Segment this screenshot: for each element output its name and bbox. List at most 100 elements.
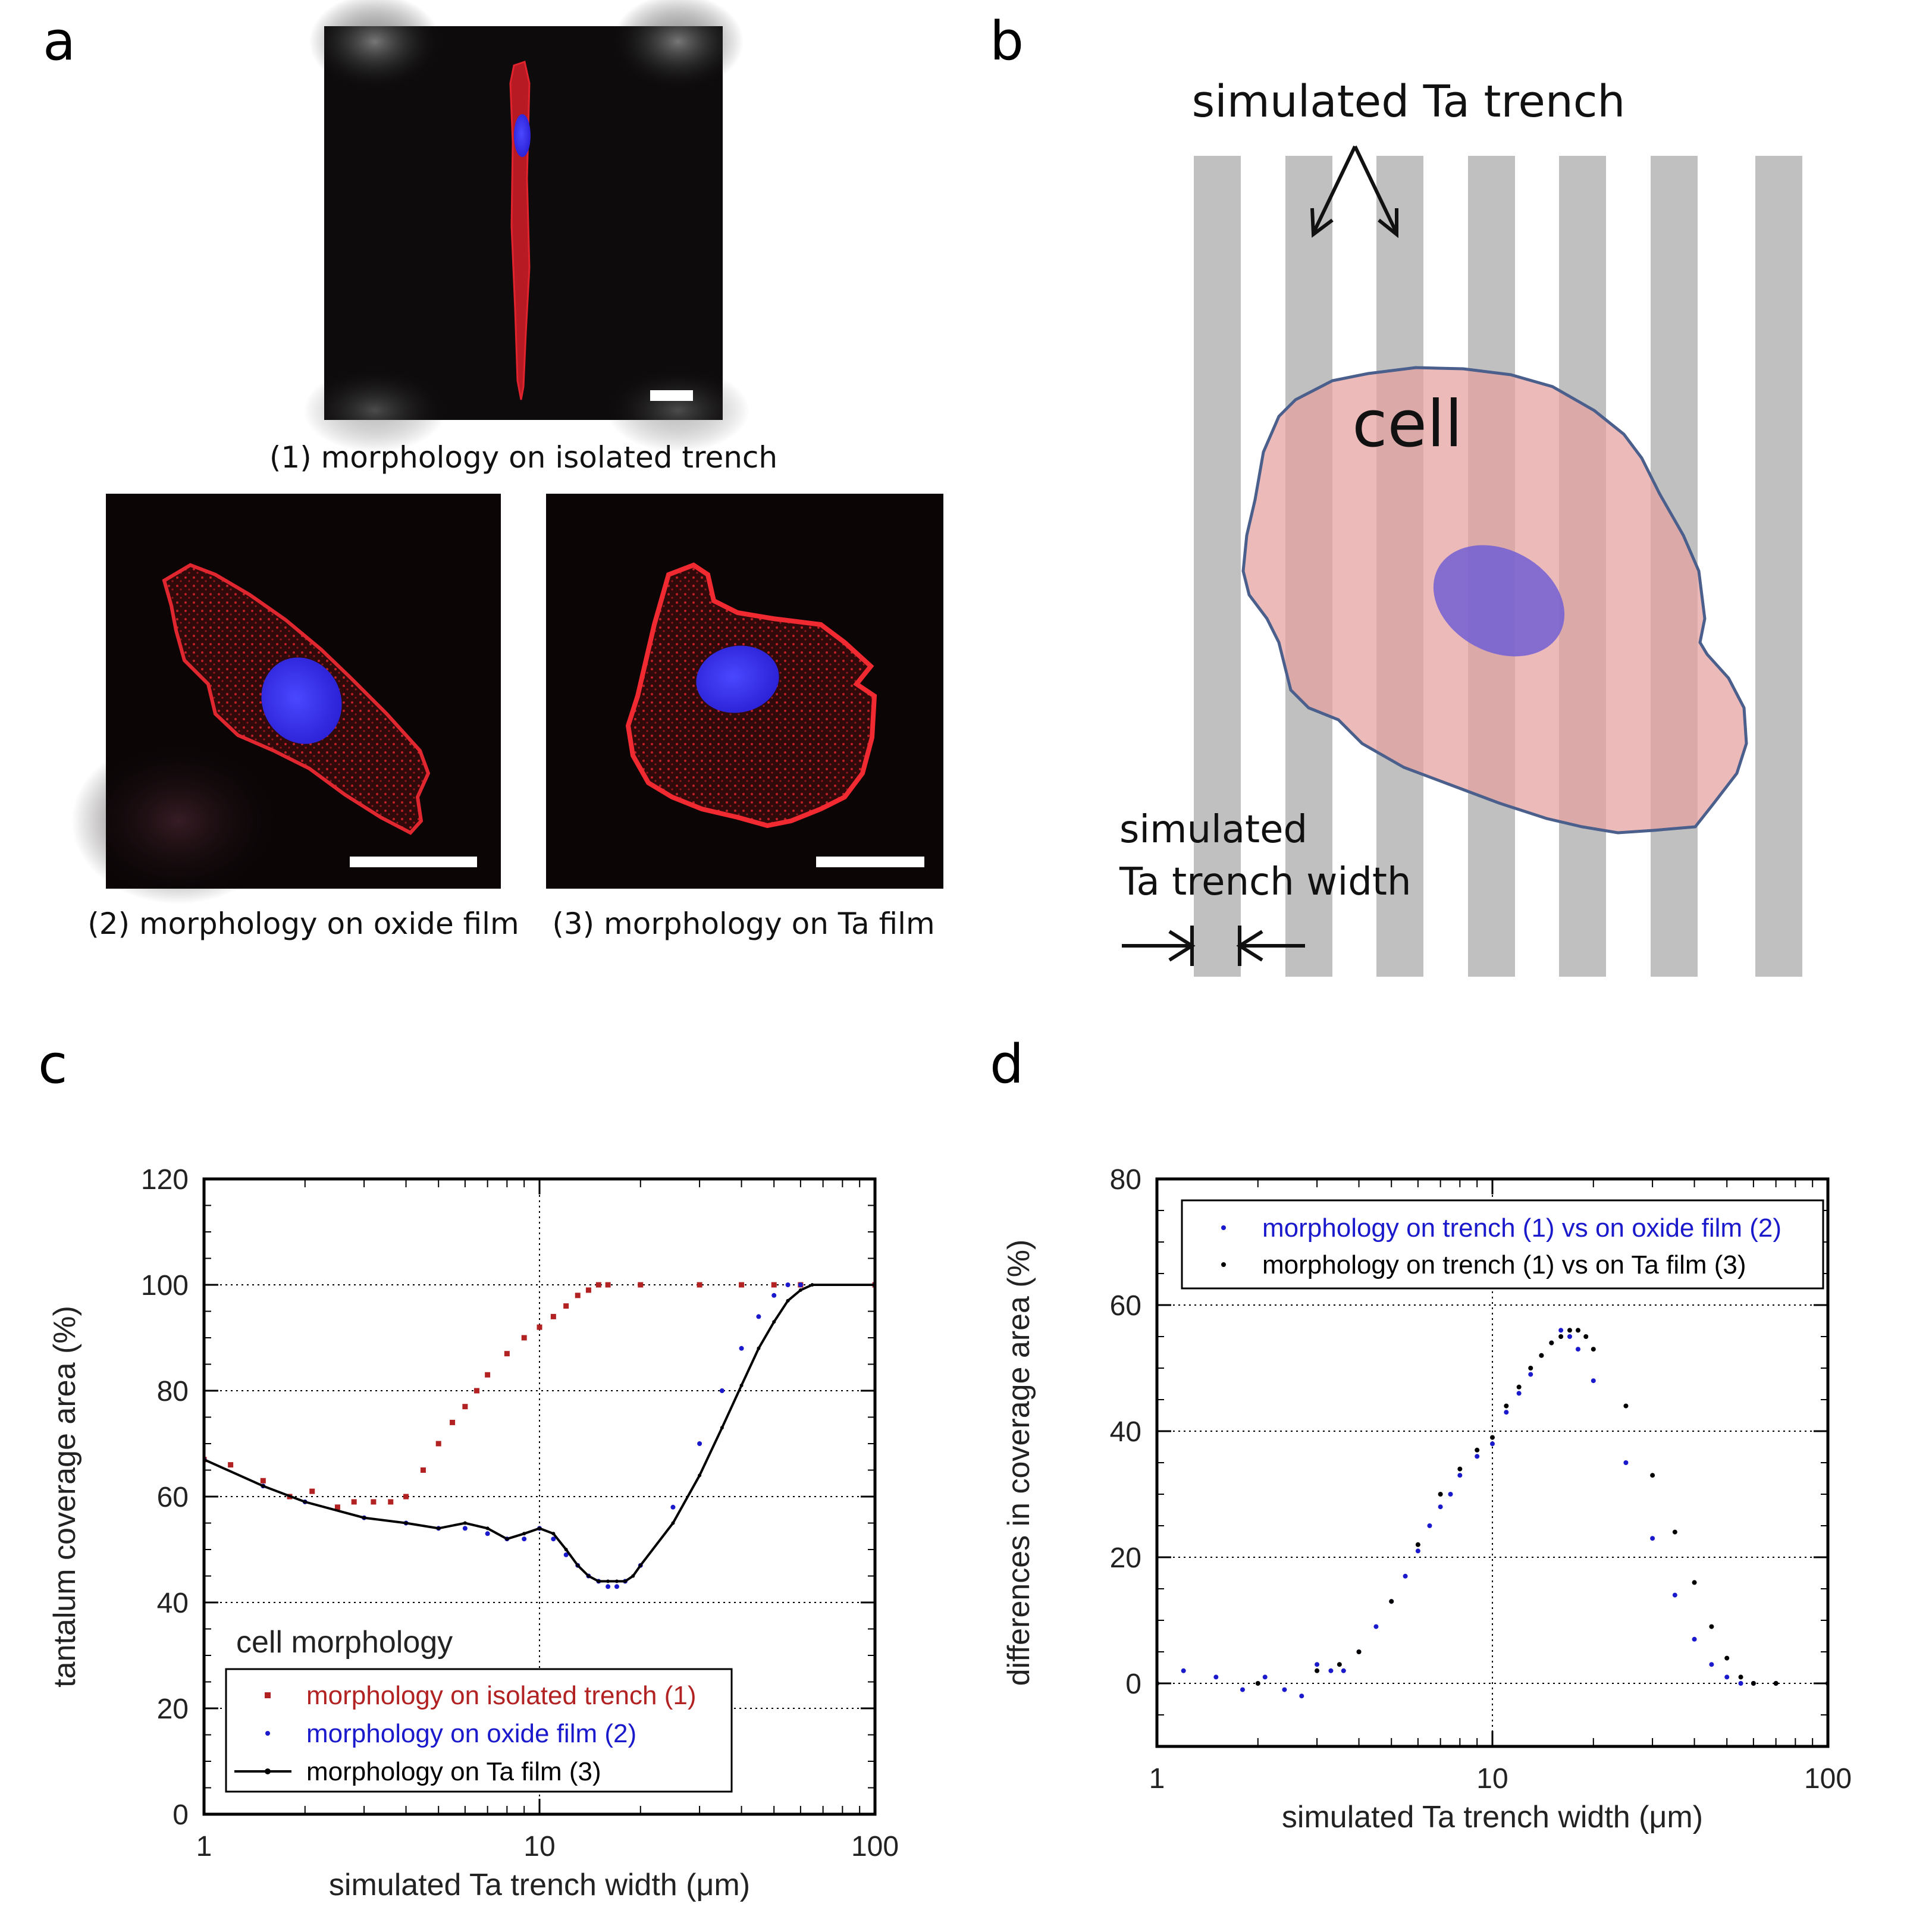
data-point <box>697 1282 702 1288</box>
data-point <box>485 1372 491 1378</box>
y-tick-label: 40 <box>1110 1416 1141 1448</box>
data-point <box>1692 1636 1697 1642</box>
data-point <box>404 1521 408 1525</box>
data-point <box>1475 1447 1480 1453</box>
data-point <box>810 1283 814 1287</box>
data-point <box>1528 1366 1533 1370</box>
data-point <box>334 1504 340 1510</box>
y-tick-label: 20 <box>157 1693 189 1725</box>
data-point <box>403 1494 409 1500</box>
data-point <box>1558 1328 1564 1333</box>
data-point <box>1724 1674 1730 1680</box>
scale-bar-2 <box>350 857 477 867</box>
data-point <box>1427 1523 1432 1528</box>
caption-2: (2) morphology on oxide film <box>87 907 519 941</box>
plot-area <box>204 1282 875 1589</box>
data-point <box>228 1462 234 1468</box>
data-point <box>597 1579 601 1583</box>
data-point <box>505 1537 509 1541</box>
data-point <box>1315 1662 1320 1667</box>
plot-frame <box>202 1177 877 1816</box>
data-point <box>362 1516 366 1520</box>
x-axis-label: simulated Ta trench width (μm) <box>329 1868 750 1902</box>
data-point <box>757 1346 761 1350</box>
data-point <box>485 1531 490 1536</box>
data-point <box>1282 1687 1287 1692</box>
data-point <box>1255 1681 1260 1686</box>
data-point <box>1692 1580 1697 1585</box>
data-point <box>1315 1668 1320 1673</box>
y-tick-label: 20 <box>1110 1542 1141 1574</box>
legend-box <box>225 1668 733 1793</box>
x-tick-label: 100 <box>851 1831 899 1862</box>
data-point <box>638 1282 644 1288</box>
data-point <box>1356 1649 1362 1654</box>
data-point <box>551 1532 556 1536</box>
data-point <box>1504 1410 1509 1415</box>
data-point <box>585 1287 591 1293</box>
data-point <box>1549 1340 1554 1346</box>
y-axis-label: differences in coverage area (%) <box>1002 1240 1036 1686</box>
x-tick-label: 10 <box>1476 1763 1508 1795</box>
panel-b-letter: b <box>990 10 1024 73</box>
data-point <box>1337 1662 1342 1667</box>
data-point <box>504 1351 510 1357</box>
legend-marker <box>265 1731 270 1736</box>
data-point <box>1490 1435 1495 1440</box>
data-point <box>606 1579 610 1583</box>
data-point <box>1448 1492 1453 1497</box>
scale-bar-3 <box>816 857 924 867</box>
data-point <box>697 1441 702 1446</box>
data-point <box>1738 1681 1743 1686</box>
data-point <box>564 1548 568 1551</box>
data-point <box>563 1303 569 1309</box>
data-point <box>631 1574 635 1578</box>
data-point <box>437 1526 441 1530</box>
data-point <box>1539 1353 1544 1358</box>
data-point <box>1575 1347 1580 1352</box>
legend-label: morphology on trench (1) vs on oxide fil… <box>1262 1213 1781 1243</box>
data-point <box>719 1388 724 1393</box>
trench-label: simulated Ta trench <box>1192 76 1626 127</box>
data-point <box>1475 1454 1480 1459</box>
y-tick-label: 80 <box>1110 1164 1141 1196</box>
data-point <box>537 1324 542 1330</box>
data-point <box>522 1536 527 1542</box>
data-point <box>1773 1681 1779 1686</box>
y-tick-label: 60 <box>157 1482 189 1513</box>
x-tick-label: 1 <box>196 1831 212 1862</box>
oxide-cell-nucleus <box>261 657 342 744</box>
x-tick-label: 10 <box>523 1831 555 1862</box>
legend-marker <box>1221 1262 1226 1267</box>
data-point <box>420 1467 426 1473</box>
caption-1: (1) morphology on isolated trench <box>269 440 777 475</box>
data-point <box>1672 1592 1677 1598</box>
width-label-line2: Ta trench width <box>1119 860 1412 904</box>
data-point <box>462 1404 468 1410</box>
y-tick-label: 100 <box>141 1270 189 1301</box>
legend: morphology on trench (1) vs on oxide fil… <box>1181 1199 1824 1290</box>
data-point <box>1341 1668 1346 1673</box>
plot-frame <box>1155 1177 1830 1748</box>
data-point <box>1591 1378 1596 1384</box>
data-point <box>595 1282 601 1288</box>
data-point <box>1558 1334 1564 1339</box>
data-point <box>739 1282 745 1288</box>
micrograph-oxide-film <box>71 494 501 904</box>
y-tick-label: 80 <box>157 1376 189 1407</box>
data-point <box>1328 1668 1334 1673</box>
data-point <box>522 1532 526 1536</box>
data-point <box>1299 1693 1304 1699</box>
data-point <box>485 1526 490 1530</box>
data-point <box>371 1499 377 1505</box>
data-point <box>1373 1624 1379 1629</box>
data-point <box>670 1504 676 1510</box>
data-point <box>551 1536 556 1542</box>
data-point <box>614 1579 619 1583</box>
y-tick-label: 0 <box>172 1799 189 1831</box>
data-point <box>1516 1391 1522 1396</box>
data-point <box>1415 1548 1420 1554</box>
